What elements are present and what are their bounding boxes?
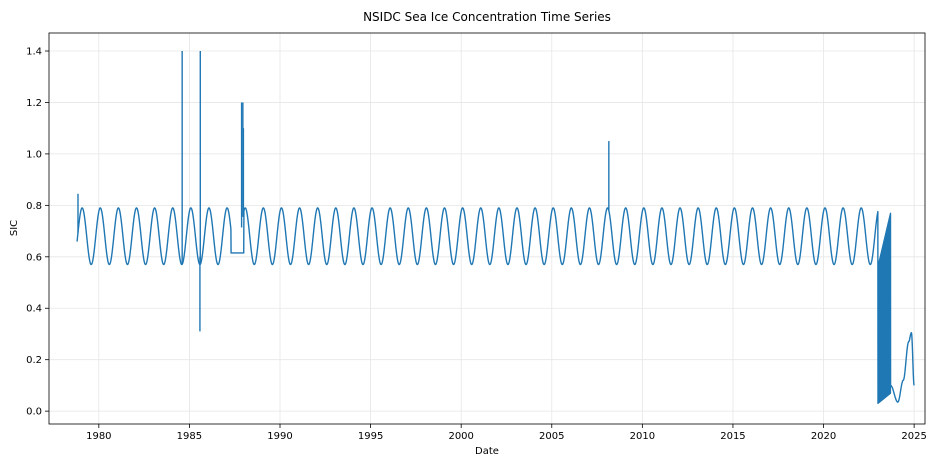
x-axis: 1980 1985 1990 1995 2000 2005 2010 2015 2020 2025 <box>86 424 927 442</box>
x-axis-label: Date <box>475 446 499 457</box>
x-tick-label: 2020 <box>811 431 836 442</box>
x-tick-label: 2010 <box>630 431 655 442</box>
y-tick-label: 1.2 <box>26 98 42 109</box>
y-tick-label: 0.2 <box>26 355 42 366</box>
x-tick-label: 2015 <box>720 431 745 442</box>
x-tick-label: 1980 <box>86 431 111 442</box>
y-tick-label: 0.0 <box>26 407 42 418</box>
series-line <box>76 207 915 405</box>
x-tick-label: 2025 <box>901 431 926 442</box>
y-axis-label: SIC <box>9 220 20 236</box>
y-tick-label: 0.8 <box>26 201 42 212</box>
x-tick-label: 1985 <box>177 431 202 442</box>
y-tick-label: 1.4 <box>26 47 42 58</box>
x-tick-label: 1990 <box>267 431 292 442</box>
x-tick-label: 1995 <box>358 431 383 442</box>
plot-frame <box>48 32 926 425</box>
y-tick-label: 0.6 <box>26 252 42 263</box>
x-tick-label: 2005 <box>539 431 564 442</box>
series-layer <box>76 51 915 405</box>
y-axis: 0.0 0.2 0.4 0.6 0.8 1.0 1.2 1.4 <box>26 47 49 418</box>
y-tick-label: 1.0 <box>26 149 42 160</box>
chart-title: NSIDC Sea Ice Concentration Time Series <box>363 10 611 24</box>
x-tick-label: 2000 <box>448 431 473 442</box>
y-tick-label: 0.4 <box>26 304 42 315</box>
